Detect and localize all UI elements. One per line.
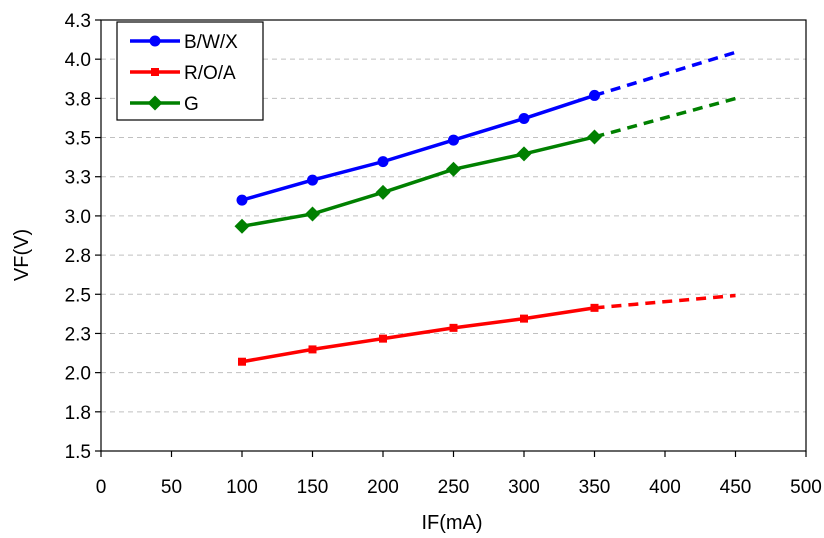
x-tick-label: 400 <box>649 477 681 498</box>
data-point <box>379 334 387 343</box>
y-tick-label: 3.5 <box>65 129 91 150</box>
x-tick-label: 0 <box>96 477 107 498</box>
series-layer <box>234 50 737 366</box>
grid-layer <box>101 58 806 413</box>
data-point <box>308 345 317 354</box>
legend-item: B/W/X <box>130 32 238 53</box>
series-line <box>241 135 595 228</box>
y-tick-label: 3.3 <box>65 168 91 189</box>
series-b-w-x <box>236 50 737 206</box>
data-point <box>307 174 318 186</box>
series-extrapolation-line <box>594 96 736 139</box>
x-tick-label: 300 <box>508 477 540 498</box>
data-point <box>590 303 599 312</box>
series-g <box>234 96 736 234</box>
legend-item: G <box>130 94 199 115</box>
x-tick-label: 350 <box>579 477 611 498</box>
series-extrapolation-line <box>593 50 737 98</box>
x-tick-label: 100 <box>226 477 258 498</box>
x-tick-label: 250 <box>438 477 470 498</box>
y-axis-title: VF(V) <box>11 229 33 281</box>
data-point <box>236 194 248 206</box>
data-point <box>589 89 600 101</box>
data-point <box>449 323 458 332</box>
legend-marker <box>147 95 163 111</box>
x-tick-label: 50 <box>161 477 182 498</box>
legend-marker <box>149 35 161 47</box>
y-tick-label: 4.3 <box>65 11 91 32</box>
data-point <box>516 146 532 162</box>
series-line <box>241 93 596 202</box>
y-tick-label: 1.5 <box>65 442 91 463</box>
x-axis-title: IF(mA) <box>421 512 482 534</box>
data-point <box>520 314 528 323</box>
legend-label: G <box>184 94 199 115</box>
data-point <box>587 129 602 145</box>
data-point <box>234 218 250 234</box>
x-tick-label: 500 <box>790 477 822 498</box>
y-tick-label: 1.8 <box>65 403 91 424</box>
data-point <box>238 357 246 366</box>
y-tick-label: 2.0 <box>65 364 91 385</box>
axis-ticks: 1.5 1.8 2.0 2.3 2.5 2.8 3.0 3.3 3.5 3.8 4.0 4.3 0 50 1… <box>65 11 822 498</box>
series-extrapolation-line <box>594 293 736 310</box>
y-tick-label: 2.8 <box>65 246 91 267</box>
y-tick-label: 3.0 <box>65 207 91 228</box>
y-tick-label: 2.5 <box>65 285 91 306</box>
y-tick-label: 3.8 <box>65 89 91 110</box>
legend-label: R/O/A <box>184 63 236 84</box>
y-tick-label: 2.3 <box>65 324 91 345</box>
data-point <box>446 161 461 177</box>
legend-label: B/W/X <box>184 32 238 53</box>
data-point <box>448 134 459 146</box>
data-point <box>305 206 320 222</box>
y-tick-label: 4.0 <box>65 50 91 71</box>
data-point <box>518 113 530 125</box>
data-point <box>375 184 391 200</box>
x-tick-label: 150 <box>297 477 329 498</box>
x-tick-label: 450 <box>720 477 752 498</box>
series-line <box>241 306 595 364</box>
legend: B/W/X R/O/A G <box>116 21 264 121</box>
data-point <box>377 156 389 168</box>
series-r-o-a <box>238 293 736 366</box>
x-tick-label: 200 <box>367 477 399 498</box>
legend-item: R/O/A <box>130 63 236 84</box>
legend-marker <box>151 68 159 76</box>
